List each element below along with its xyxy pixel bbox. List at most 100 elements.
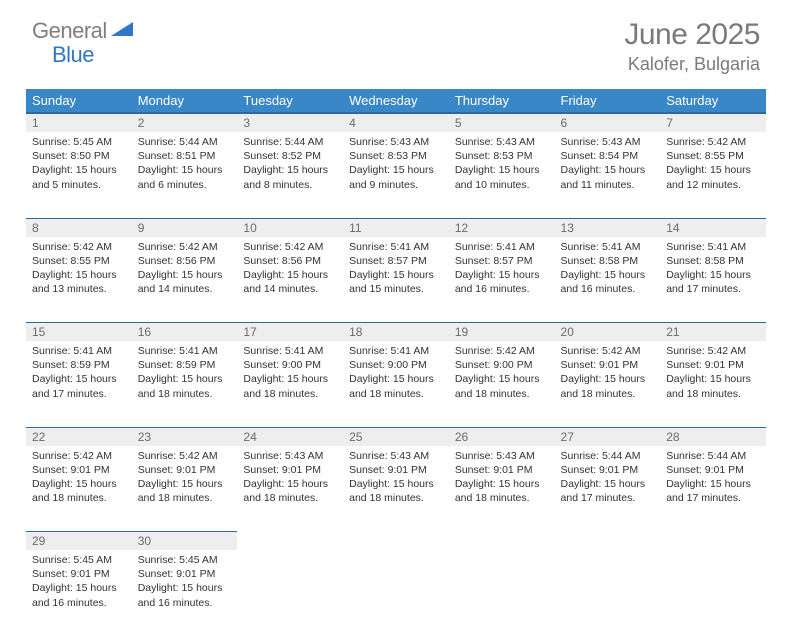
calendar-table: Sunday Monday Tuesday Wednesday Thursday… — [26, 89, 766, 636]
day-content: Sunrise: 5:44 AMSunset: 9:01 PMDaylight:… — [555, 446, 661, 512]
day-content: Sunrise: 5:44 AMSunset: 9:01 PMDaylight:… — [660, 446, 766, 512]
day-content: Sunrise: 5:42 AMSunset: 9:01 PMDaylight:… — [555, 341, 661, 407]
sunrise-line: Sunrise: 5:42 AM — [32, 240, 126, 254]
logo-text-gray: General — [32, 18, 107, 44]
sunset-line: Sunset: 8:58 PM — [666, 254, 760, 268]
daylight-line: Daylight: 15 hours and 16 minutes. — [455, 268, 549, 296]
day-content: Sunrise: 5:45 AMSunset: 9:01 PMDaylight:… — [132, 550, 238, 616]
sunset-line: Sunset: 8:58 PM — [561, 254, 655, 268]
daylight-line: Daylight: 15 hours and 10 minutes. — [455, 163, 549, 191]
sunset-line: Sunset: 9:01 PM — [32, 463, 126, 477]
day-number-row: 22232425262728 — [26, 427, 766, 446]
sunset-line: Sunset: 9:01 PM — [32, 567, 126, 581]
daylight-line: Daylight: 15 hours and 9 minutes. — [349, 163, 443, 191]
daylight-line: Daylight: 15 hours and 18 minutes. — [32, 477, 126, 505]
daylight-line: Daylight: 15 hours and 18 minutes. — [349, 372, 443, 400]
day-body-cell: Sunrise: 5:43 AMSunset: 9:01 PMDaylight:… — [237, 446, 343, 532]
day-body-cell: Sunrise: 5:43 AMSunset: 8:53 PMDaylight:… — [449, 132, 555, 218]
logo-text-blue: Blue — [52, 42, 94, 67]
day-number-cell: 19 — [449, 323, 555, 342]
day-number-cell: 11 — [343, 218, 449, 237]
sunrise-line: Sunrise: 5:41 AM — [243, 344, 337, 358]
sunrise-line: Sunrise: 5:45 AM — [32, 135, 126, 149]
day-header: Monday — [132, 89, 238, 113]
day-body-cell: Sunrise: 5:42 AMSunset: 9:00 PMDaylight:… — [449, 341, 555, 427]
sunrise-line: Sunrise: 5:44 AM — [243, 135, 337, 149]
day-content: Sunrise: 5:43 AMSunset: 8:54 PMDaylight:… — [555, 132, 661, 198]
day-number-cell: 29 — [26, 532, 132, 551]
day-body-cell: Sunrise: 5:44 AMSunset: 8:51 PMDaylight:… — [132, 132, 238, 218]
day-content: Sunrise: 5:41 AMSunset: 8:58 PMDaylight:… — [660, 237, 766, 303]
day-content: Sunrise: 5:42 AMSunset: 8:56 PMDaylight:… — [132, 237, 238, 303]
sunset-line: Sunset: 9:01 PM — [561, 463, 655, 477]
day-body-cell — [555, 550, 661, 636]
day-number-cell: 4 — [343, 113, 449, 132]
day-number-cell: 12 — [449, 218, 555, 237]
day-body-cell: Sunrise: 5:41 AMSunset: 8:57 PMDaylight:… — [449, 237, 555, 323]
day-number-cell: 6 — [555, 113, 661, 132]
sunset-line: Sunset: 9:00 PM — [455, 358, 549, 372]
sunrise-line: Sunrise: 5:44 AM — [138, 135, 232, 149]
sunrise-line: Sunrise: 5:42 AM — [455, 344, 549, 358]
sunset-line: Sunset: 8:52 PM — [243, 149, 337, 163]
day-body-cell: Sunrise: 5:45 AMSunset: 9:01 PMDaylight:… — [26, 550, 132, 636]
day-number-row: 1234567 — [26, 113, 766, 132]
day-body-cell: Sunrise: 5:42 AMSunset: 8:55 PMDaylight:… — [26, 237, 132, 323]
day-body-cell: Sunrise: 5:42 AMSunset: 8:55 PMDaylight:… — [660, 132, 766, 218]
day-number-cell: 25 — [343, 427, 449, 446]
logo: General — [32, 18, 135, 44]
day-body-cell: Sunrise: 5:42 AMSunset: 8:56 PMDaylight:… — [132, 237, 238, 323]
sunrise-line: Sunrise: 5:45 AM — [32, 553, 126, 567]
day-number-cell — [555, 532, 661, 551]
sunset-line: Sunset: 8:51 PM — [138, 149, 232, 163]
day-body-cell — [660, 550, 766, 636]
day-content: Sunrise: 5:42 AMSunset: 9:00 PMDaylight:… — [449, 341, 555, 407]
day-body-cell: Sunrise: 5:43 AMSunset: 9:01 PMDaylight:… — [343, 446, 449, 532]
day-number-cell: 8 — [26, 218, 132, 237]
sunrise-line: Sunrise: 5:41 AM — [138, 344, 232, 358]
sunset-line: Sunset: 9:01 PM — [666, 358, 760, 372]
sunrise-line: Sunrise: 5:42 AM — [138, 240, 232, 254]
daylight-line: Daylight: 15 hours and 17 minutes. — [666, 268, 760, 296]
daylight-line: Daylight: 15 hours and 5 minutes. — [32, 163, 126, 191]
day-number-row: 891011121314 — [26, 218, 766, 237]
daylight-line: Daylight: 15 hours and 14 minutes. — [243, 268, 337, 296]
day-content: Sunrise: 5:41 AMSunset: 8:57 PMDaylight:… — [343, 237, 449, 303]
day-content: Sunrise: 5:42 AMSunset: 9:01 PMDaylight:… — [26, 446, 132, 512]
daylight-line: Daylight: 15 hours and 18 minutes. — [561, 372, 655, 400]
sunset-line: Sunset: 8:57 PM — [455, 254, 549, 268]
daylight-line: Daylight: 15 hours and 16 minutes. — [32, 581, 126, 609]
day-content: Sunrise: 5:41 AMSunset: 8:57 PMDaylight:… — [449, 237, 555, 303]
day-number-cell: 28 — [660, 427, 766, 446]
sunrise-line: Sunrise: 5:44 AM — [666, 449, 760, 463]
day-number-cell: 26 — [449, 427, 555, 446]
day-content: Sunrise: 5:43 AMSunset: 8:53 PMDaylight:… — [343, 132, 449, 198]
day-body-cell: Sunrise: 5:43 AMSunset: 9:01 PMDaylight:… — [449, 446, 555, 532]
day-body-row: Sunrise: 5:42 AMSunset: 9:01 PMDaylight:… — [26, 446, 766, 532]
day-body-cell: Sunrise: 5:43 AMSunset: 8:53 PMDaylight:… — [343, 132, 449, 218]
day-body-cell: Sunrise: 5:41 AMSunset: 8:58 PMDaylight:… — [555, 237, 661, 323]
sunset-line: Sunset: 8:50 PM — [32, 149, 126, 163]
day-body-cell: Sunrise: 5:41 AMSunset: 8:59 PMDaylight:… — [132, 341, 238, 427]
sunrise-line: Sunrise: 5:43 AM — [561, 135, 655, 149]
day-body-cell: Sunrise: 5:41 AMSunset: 8:59 PMDaylight:… — [26, 341, 132, 427]
daylight-line: Daylight: 15 hours and 6 minutes. — [138, 163, 232, 191]
sunrise-line: Sunrise: 5:41 AM — [455, 240, 549, 254]
daylight-line: Daylight: 15 hours and 15 minutes. — [349, 268, 443, 296]
day-content: Sunrise: 5:43 AMSunset: 9:01 PMDaylight:… — [237, 446, 343, 512]
sunrise-line: Sunrise: 5:41 AM — [561, 240, 655, 254]
day-number-cell: 27 — [555, 427, 661, 446]
day-number-cell: 21 — [660, 323, 766, 342]
day-body-cell: Sunrise: 5:41 AMSunset: 9:00 PMDaylight:… — [343, 341, 449, 427]
day-body-cell: Sunrise: 5:41 AMSunset: 9:00 PMDaylight:… — [237, 341, 343, 427]
month-title: June 2025 — [624, 18, 760, 52]
location: Kalofer, Bulgaria — [624, 54, 760, 75]
daylight-line: Daylight: 15 hours and 18 minutes. — [455, 477, 549, 505]
daylight-line: Daylight: 15 hours and 18 minutes. — [138, 477, 232, 505]
day-content: Sunrise: 5:41 AMSunset: 9:00 PMDaylight:… — [343, 341, 449, 407]
sunrise-line: Sunrise: 5:42 AM — [243, 240, 337, 254]
day-number-cell: 17 — [237, 323, 343, 342]
sunset-line: Sunset: 9:01 PM — [561, 358, 655, 372]
sunset-line: Sunset: 8:55 PM — [32, 254, 126, 268]
day-body-cell: Sunrise: 5:42 AMSunset: 9:01 PMDaylight:… — [132, 446, 238, 532]
